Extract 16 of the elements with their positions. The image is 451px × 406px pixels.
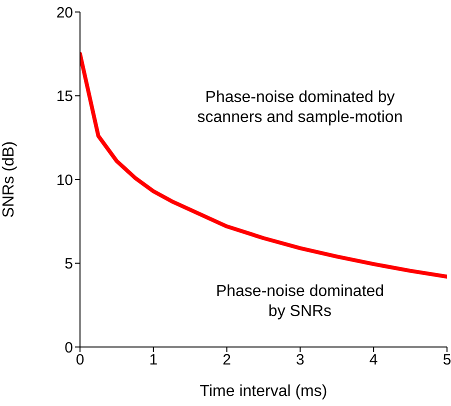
- x-tick-label: 3: [296, 352, 304, 369]
- y-tick-label: 5: [64, 256, 73, 273]
- y-tick-label: 0: [64, 339, 73, 356]
- x-tick-label: 2: [222, 352, 231, 369]
- line-series: [80, 52, 447, 279]
- y-tick-label: 10: [56, 172, 73, 189]
- annotation: Phase-noise dominated by SNRs: [216, 282, 384, 322]
- x-tick-label: 4: [369, 352, 378, 369]
- x-axis-title: Time interval (ms): [200, 383, 328, 400]
- y-tick-label: 20: [56, 4, 73, 22]
- x-tick-label: 0: [76, 352, 84, 369]
- x-tick-label: 5: [442, 352, 451, 369]
- y-tick-label: 15: [56, 88, 73, 106]
- y-axis-title: SNRs (dB): [0, 141, 18, 218]
- x-tick-label: 1: [149, 352, 158, 369]
- annotation: Phase-noise dominated by scanners and sample-motion: [197, 88, 403, 128]
